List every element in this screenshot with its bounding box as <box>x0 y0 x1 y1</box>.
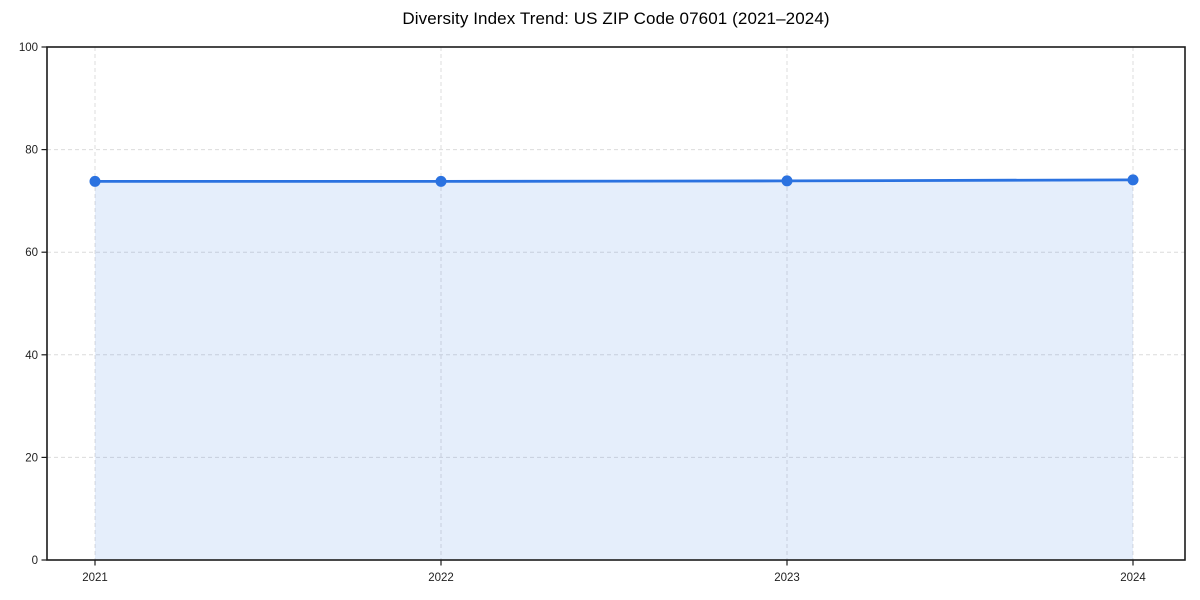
y-tick-label: 40 <box>25 350 38 362</box>
x-tick-label: 2023 <box>774 572 800 584</box>
plot-spines <box>46 46 1186 561</box>
area-fill <box>95 179 1133 560</box>
y-tick-label: 0 <box>32 555 38 567</box>
x-tick-label: 2022 <box>428 572 454 584</box>
x-tick-label: 2021 <box>82 572 108 584</box>
y-tick-label: 60 <box>25 247 38 259</box>
data-point-marker <box>1127 174 1139 186</box>
y-tick-label: 80 <box>25 145 38 157</box>
x-tick-label: 2024 <box>1120 572 1146 584</box>
data-point-marker <box>435 175 447 187</box>
data-point-marker <box>781 175 793 187</box>
trend-line <box>93 178 1135 183</box>
y-tick-label: 20 <box>25 452 38 464</box>
y-tick-label: 100 <box>19 42 38 54</box>
chart-title: Diversity Index Trend: US ZIP Code 07601… <box>402 9 830 28</box>
data-point-marker <box>89 175 101 187</box>
